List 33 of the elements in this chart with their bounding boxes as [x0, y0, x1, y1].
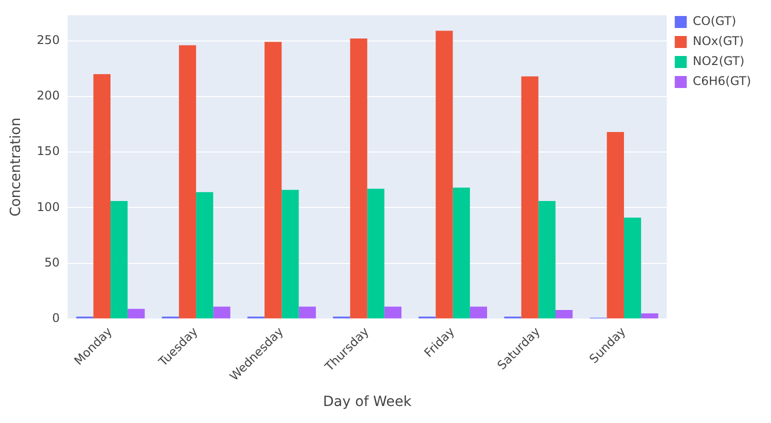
bar — [606, 132, 624, 318]
bar — [624, 218, 642, 318]
x-axis-title: Day of Week — [323, 394, 412, 410]
bar — [350, 38, 368, 318]
bar — [452, 188, 470, 318]
bar — [93, 74, 110, 318]
bar — [298, 306, 316, 318]
bar — [641, 313, 658, 318]
y-tick-label: 0 — [52, 311, 60, 326]
legend-label: NO2(GT) — [692, 54, 744, 68]
bar — [556, 310, 573, 318]
bar — [470, 306, 488, 318]
y-axis-title: Concentration — [8, 118, 24, 217]
y-tick-label: 150 — [36, 144, 60, 158]
bar — [110, 200, 128, 318]
legend-label: NOx(GT) — [692, 34, 744, 48]
bar — [282, 190, 299, 318]
y-tick-label: 250 — [36, 32, 60, 47]
y-tick-label: 200 — [36, 88, 60, 103]
legend-label: CO(GT) — [692, 14, 736, 28]
bar — [384, 306, 402, 318]
bar — [213, 306, 230, 318]
bar — [264, 42, 282, 318]
bar — [128, 308, 145, 318]
bar — [196, 192, 214, 318]
bar — [521, 76, 538, 318]
legend-label: C6H6(GT) — [692, 74, 752, 88]
y-tick-label: 50 — [44, 255, 60, 270]
bar — [367, 188, 384, 318]
bar — [178, 45, 196, 318]
bar — [538, 200, 556, 318]
bar — [436, 30, 453, 318]
y-tick-label: 100 — [36, 200, 60, 214]
